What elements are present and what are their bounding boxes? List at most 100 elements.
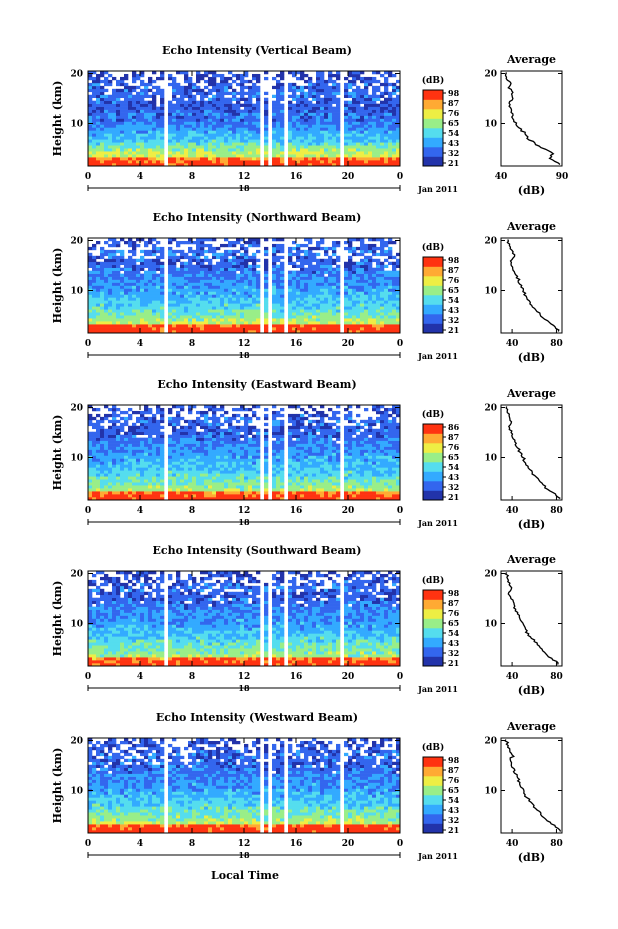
- heatmap-cell: [216, 267, 221, 271]
- heatmap-cell: [160, 425, 165, 430]
- heatmap-cell: [88, 479, 93, 483]
- heatmap-cell: [120, 82, 125, 87]
- heatmap-cell: [352, 100, 357, 104]
- heatmap-cell: [356, 315, 361, 319]
- heatmap-cell: [192, 312, 197, 316]
- heatmap-cell: [300, 255, 305, 260]
- heatmap-cell: [168, 124, 173, 128]
- heatmap-cell: [336, 118, 341, 122]
- heatmap-cell: [148, 324, 153, 328]
- heatmap-cell: [356, 142, 361, 146]
- colorbar-unit: (dB): [422, 75, 444, 86]
- heatmap-cell: [312, 282, 317, 286]
- heatmap-cell: [232, 160, 237, 164]
- heatmap-cell: [240, 321, 245, 325]
- heatmap-cell: [352, 82, 357, 87]
- heatmap-cell: [252, 133, 257, 137]
- heatmap-cell: [364, 309, 369, 313]
- heatmap-cell: [140, 109, 145, 113]
- heatmap-cell: [300, 163, 305, 167]
- heatmap-cell: [156, 85, 161, 90]
- heatmap-cell: [144, 494, 149, 498]
- heatmap-cell: [320, 133, 325, 137]
- heatmap-cell: [100, 71, 105, 75]
- colorbar-segment: [423, 323, 443, 334]
- heatmap-cell: [316, 139, 321, 143]
- heatmap-cell: [224, 157, 229, 161]
- heatmap-cell: [128, 136, 133, 140]
- heatmap-cell: [292, 330, 297, 334]
- heatmap-cell: [132, 312, 137, 316]
- heatmap-cell: [188, 318, 193, 322]
- heatmap-cell: [252, 157, 257, 161]
- heatmap-cell: [240, 154, 245, 158]
- heatmap-cell: [280, 279, 285, 283]
- heatmap-cell: [104, 476, 109, 480]
- heatmap-cell: [208, 330, 213, 334]
- heatmap-cell: [396, 145, 401, 149]
- heatmap-cell: [388, 276, 393, 280]
- heatmap-cell: [92, 452, 97, 456]
- heatmap-cell: [348, 133, 353, 137]
- heatmap-cell: [168, 330, 173, 334]
- heatmap-cell: [144, 139, 149, 143]
- y-tick-label: 10: [70, 120, 83, 130]
- heatmap-cell: [100, 306, 105, 310]
- heatmap-cell: [156, 464, 161, 468]
- heatmap-cell: [332, 318, 337, 322]
- heatmap-cell: [200, 154, 205, 158]
- heatmap-cell: [328, 109, 333, 113]
- heatmap-cell: [248, 130, 253, 134]
- heatmap-cell: [100, 136, 105, 140]
- heatmap-cell: [324, 112, 329, 116]
- heatmap-cell: [160, 285, 165, 289]
- heatmap-cell: [220, 121, 225, 125]
- heatmap-cell: [192, 148, 197, 152]
- heatmap-cell: [392, 145, 397, 149]
- heatmap-cell: [384, 297, 389, 301]
- heatmap-cell: [396, 118, 401, 122]
- heatmap-cell: [312, 330, 317, 334]
- heatmap-cell: [388, 118, 393, 122]
- heatmap-cell: [212, 163, 217, 167]
- heatmap-cell: [376, 321, 381, 325]
- heatmap-cell: [216, 121, 221, 125]
- heatmap-cell: [152, 309, 157, 313]
- heatmap-cell: [136, 431, 141, 435]
- heatmap-cell: [160, 449, 165, 453]
- heatmap-cell: [208, 148, 213, 152]
- heatmap-cell: [320, 294, 325, 298]
- heatmap-cell: [372, 112, 377, 116]
- heatmap-cell: [368, 76, 373, 81]
- heatmap-cell: [160, 127, 165, 131]
- heatmap-cell: [380, 270, 385, 274]
- heatmap-cell: [184, 318, 189, 322]
- heatmap-cell: [308, 279, 313, 283]
- heatmap-cell: [212, 327, 217, 331]
- heatmap-cell: [320, 246, 325, 251]
- heatmap-cell: [152, 121, 157, 125]
- heatmap-cell: [188, 276, 193, 280]
- heatmap-cell: [360, 291, 365, 295]
- heatmap-cell: [316, 300, 321, 304]
- heatmap-cell: [132, 315, 137, 319]
- heatmap-cell: [320, 71, 325, 75]
- heatmap-cell: [276, 112, 281, 116]
- heatmap-cell: [112, 279, 117, 283]
- heatmap-cell: [140, 249, 145, 254]
- heatmap-cell: [336, 330, 341, 334]
- heatmap-cell: [300, 109, 305, 113]
- heatmap-cell: [144, 154, 149, 158]
- heatmap-cell: [124, 88, 129, 93]
- heatmap-cell: [276, 154, 281, 158]
- heatmap-cell: [156, 476, 161, 480]
- heatmap-cell: [396, 100, 401, 104]
- heatmap-cell: [156, 300, 161, 304]
- heatmap-cell: [180, 455, 185, 459]
- heatmap-cell: [88, 112, 93, 116]
- heatmap-cell: [96, 157, 101, 161]
- profile-y-tick-label: 10: [484, 287, 497, 297]
- heatmap-cell: [112, 249, 117, 254]
- heatmap-cell: [236, 300, 241, 304]
- heatmap-cell: [112, 124, 117, 128]
